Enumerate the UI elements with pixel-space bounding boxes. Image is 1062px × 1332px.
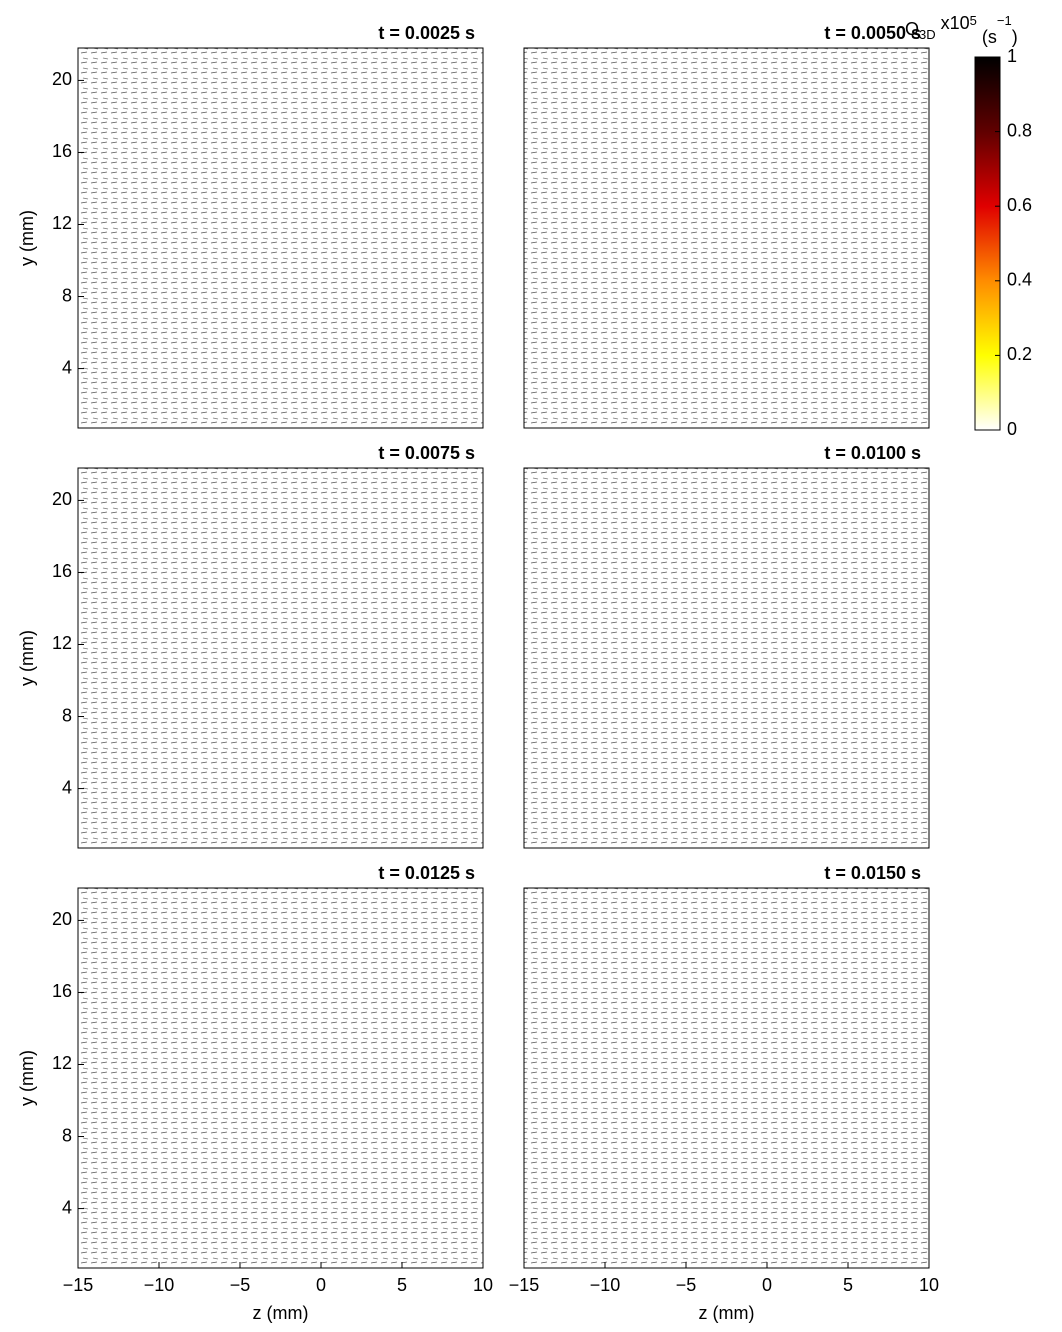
x-tick-label: 10 — [919, 1275, 939, 1295]
y-axis-label: y (mm) — [17, 630, 37, 686]
y-tick-label: 8 — [62, 285, 72, 305]
x-tick-label: 5 — [843, 1275, 853, 1295]
x-tick-label: −15 — [63, 1275, 94, 1295]
x-tick-label: −10 — [144, 1275, 175, 1295]
y-tick-label: 8 — [62, 705, 72, 725]
vector-field — [78, 888, 483, 1268]
plot-frame — [523, 887, 930, 1269]
vector-field — [78, 468, 483, 848]
panel-title: t = 0.0075 s — [378, 443, 475, 463]
y-tick-label: 12 — [52, 213, 72, 233]
plot-frame — [77, 887, 484, 1269]
y-tick-label: 20 — [52, 69, 72, 89]
vector-field — [524, 48, 929, 428]
x-tick-label: −5 — [230, 1275, 251, 1295]
y-tick-label: 4 — [62, 777, 72, 797]
y-tick-label: 16 — [52, 561, 72, 581]
panel-title: t = 0.0050 s — [824, 23, 921, 43]
y-tick-label: 8 — [62, 1125, 72, 1145]
y-tick-label: 4 — [62, 357, 72, 377]
colorbar-tick-label: 1 — [1007, 46, 1017, 66]
panel-title: t = 0.0100 s — [824, 443, 921, 463]
x-tick-label: 5 — [397, 1275, 407, 1295]
x-axis-label: z (mm) — [699, 1303, 755, 1323]
x-tick-label: 0 — [316, 1275, 326, 1295]
x-tick-label: 0 — [762, 1275, 772, 1295]
vector-field — [78, 48, 483, 428]
colorbar-tick-label: 0 — [1007, 419, 1017, 439]
y-axis-label: y (mm) — [17, 1050, 37, 1106]
y-tick-label: 20 — [52, 489, 72, 509]
plot-frame — [523, 47, 930, 429]
y-tick-label: 12 — [52, 633, 72, 653]
colorbar-label: Q3D x105 (s−1) — [905, 13, 1018, 47]
label-part: ) — [1012, 27, 1018, 47]
label-part: 3D — [919, 27, 936, 42]
y-tick-label: 16 — [52, 141, 72, 161]
y-axis-label: y (mm) — [17, 210, 37, 266]
panel-title: t = 0.0150 s — [824, 863, 921, 883]
vector-field — [524, 468, 929, 848]
y-tick-label: 12 — [52, 1053, 72, 1073]
panel-title: t = 0.0125 s — [378, 863, 475, 883]
y-tick-label: 20 — [52, 909, 72, 929]
x-axis-label: z (mm) — [253, 1303, 309, 1323]
label-part: (s — [977, 27, 997, 47]
plot-frame — [77, 47, 484, 429]
x-tick-label: −5 — [676, 1275, 697, 1295]
y-tick-label: 4 — [62, 1197, 72, 1217]
panel-title: t = 0.0025 s — [378, 23, 475, 43]
colorbar-tick-label: 0.6 — [1007, 195, 1032, 215]
label-part: x10 — [936, 13, 970, 33]
label-part: −1 — [997, 13, 1012, 28]
x-tick-label: −10 — [590, 1275, 621, 1295]
x-tick-label: 10 — [473, 1275, 493, 1295]
colorbar-tick-label: 0.4 — [1007, 270, 1032, 290]
colorbar-tick-label: 0.8 — [1007, 120, 1032, 140]
y-tick-label: 16 — [52, 981, 72, 1001]
vector-field — [524, 888, 929, 1268]
plot-frame — [523, 467, 930, 849]
plot-frame — [77, 467, 484, 849]
label-part: Q — [905, 19, 919, 39]
colorbar-tick-label: 0.2 — [1007, 344, 1032, 364]
x-tick-label: −15 — [509, 1275, 540, 1295]
colorbar — [974, 56, 1001, 431]
label-part: 5 — [970, 13, 977, 28]
